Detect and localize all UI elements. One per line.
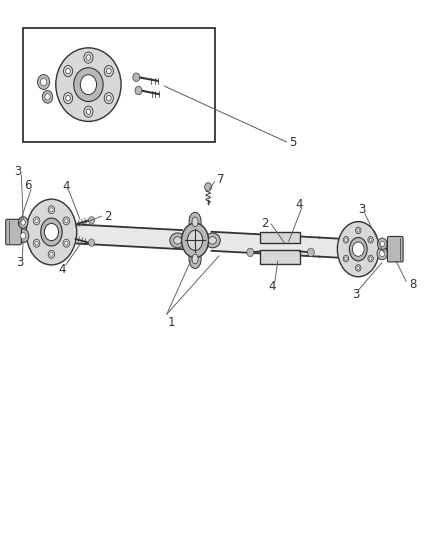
Text: 4: 4 [268,280,276,293]
Circle shape [353,242,364,256]
Text: 4: 4 [62,181,70,193]
Circle shape [35,241,38,245]
Circle shape [21,232,26,239]
Text: 8: 8 [409,278,416,291]
Text: 3: 3 [16,256,23,269]
Circle shape [18,229,29,243]
Circle shape [18,216,28,228]
Circle shape [368,255,373,262]
Ellipse shape [208,237,216,244]
Circle shape [64,66,73,77]
Circle shape [33,217,40,225]
Circle shape [369,257,372,260]
Text: 4: 4 [296,198,303,211]
Bar [260,251,300,263]
Circle shape [50,208,53,212]
Ellipse shape [170,233,185,248]
Ellipse shape [189,249,201,269]
Circle shape [84,106,93,117]
Text: 7: 7 [217,173,224,186]
Bar [23,28,215,142]
Text: 5: 5 [289,136,296,149]
Circle shape [357,266,360,270]
Ellipse shape [192,254,198,264]
Text: 4: 4 [59,263,66,276]
Ellipse shape [205,233,220,248]
Circle shape [63,217,70,225]
Circle shape [50,253,53,256]
Circle shape [38,75,49,90]
Text: 3: 3 [352,288,359,301]
Bar [260,232,300,244]
Circle shape [88,216,95,224]
Circle shape [133,73,140,82]
Circle shape [378,238,387,250]
Circle shape [41,78,47,86]
Circle shape [44,223,59,240]
Circle shape [104,66,113,77]
Circle shape [65,219,68,223]
Circle shape [84,52,93,63]
Circle shape [345,257,347,260]
Circle shape [345,238,347,241]
Ellipse shape [189,212,201,231]
Circle shape [48,251,55,259]
Circle shape [106,95,111,101]
Text: 2: 2 [261,216,268,230]
Circle shape [247,248,254,256]
Text: 2: 2 [105,209,112,223]
Circle shape [80,75,97,94]
Circle shape [35,219,38,223]
Circle shape [205,183,212,191]
Ellipse shape [56,48,121,122]
Circle shape [33,239,40,247]
Circle shape [369,238,372,241]
Polygon shape [319,238,345,258]
Text: 6: 6 [24,180,31,192]
Circle shape [106,68,111,74]
Circle shape [380,241,385,247]
Circle shape [343,255,349,262]
Circle shape [343,237,349,243]
Text: 1: 1 [167,316,175,329]
Circle shape [63,239,70,247]
Polygon shape [212,232,319,256]
Circle shape [66,68,71,74]
Circle shape [48,206,55,214]
Circle shape [66,95,71,101]
Circle shape [380,251,385,256]
Circle shape [86,109,91,115]
Ellipse shape [337,222,379,277]
Circle shape [42,91,53,103]
Circle shape [64,93,73,104]
Ellipse shape [350,238,367,261]
Ellipse shape [74,68,103,101]
Circle shape [135,86,142,95]
Circle shape [104,93,113,104]
Ellipse shape [182,223,208,257]
Circle shape [356,264,361,271]
Circle shape [356,227,361,234]
Circle shape [368,237,373,243]
Circle shape [88,239,95,246]
FancyBboxPatch shape [6,219,21,245]
Circle shape [357,229,360,232]
Polygon shape [77,224,182,249]
Ellipse shape [26,199,77,265]
Circle shape [86,55,91,60]
Circle shape [377,247,388,260]
Ellipse shape [192,217,198,227]
Circle shape [45,94,50,100]
Text: 3: 3 [358,203,365,216]
FancyBboxPatch shape [388,237,403,262]
Circle shape [307,248,314,256]
Ellipse shape [174,237,182,244]
Circle shape [65,241,68,245]
Text: 3: 3 [14,165,21,177]
Ellipse shape [41,218,62,246]
Ellipse shape [187,230,203,251]
Circle shape [21,220,25,225]
